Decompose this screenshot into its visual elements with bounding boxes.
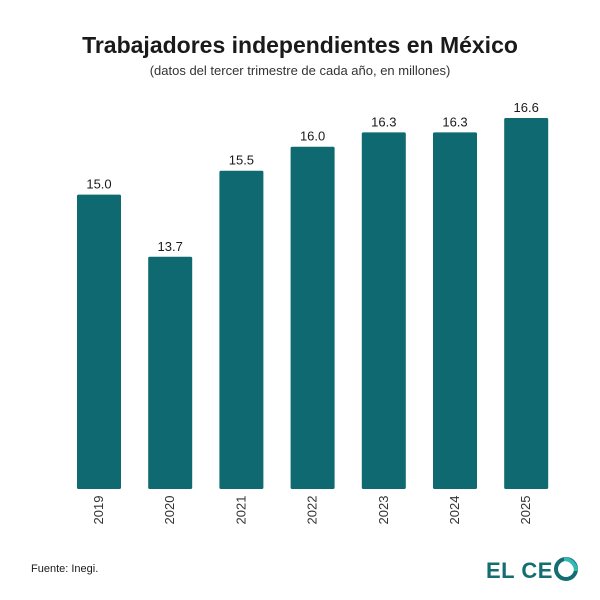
source-note: Fuente: Inegi. [31,563,99,575]
x-tick-label-2021: 2021 [233,496,248,525]
value-label-2025: 16.6 [514,100,539,115]
x-tick-label-2022: 2022 [305,496,320,525]
value-label-2023: 16.3 [371,114,396,129]
x-tick-labels-group: 2019 2020 2021 2022 2023 2024 2025 [91,496,533,525]
bar-2021 [219,170,264,489]
value-label-2021: 15.5 [229,153,254,168]
bar-2019 [77,194,121,489]
x-tick-label-2023: 2023 [376,496,391,525]
x-tick-label-2019: 2019 [91,496,106,525]
value-label-2024: 16.3 [442,114,467,129]
x-tick-label-2024: 2024 [447,496,462,525]
bar-2020 [148,256,193,489]
value-label-2019: 15.0 [86,177,111,192]
bars-group [77,118,549,489]
bar-2025 [504,118,549,489]
bar-2024 [433,132,477,489]
chart-subtitle: (datos del tercer trimestre de cada año,… [149,63,451,78]
el-ceo-logo: EL CE [486,557,578,585]
x-tick-label-2020: 2020 [162,496,177,525]
chart-title: Trabajadores independientes en México [82,32,518,58]
value-label-2022: 16.0 [300,129,325,144]
logo-o-mark [553,557,578,581]
bar-2022 [290,146,335,489]
value-labels-group: 15.0 13.7 15.5 16.0 16.3 16.3 16.6 [86,100,539,254]
value-label-2020: 13.7 [158,239,183,254]
bar-2023 [361,132,406,489]
x-tick-label-2025: 2025 [518,496,533,525]
